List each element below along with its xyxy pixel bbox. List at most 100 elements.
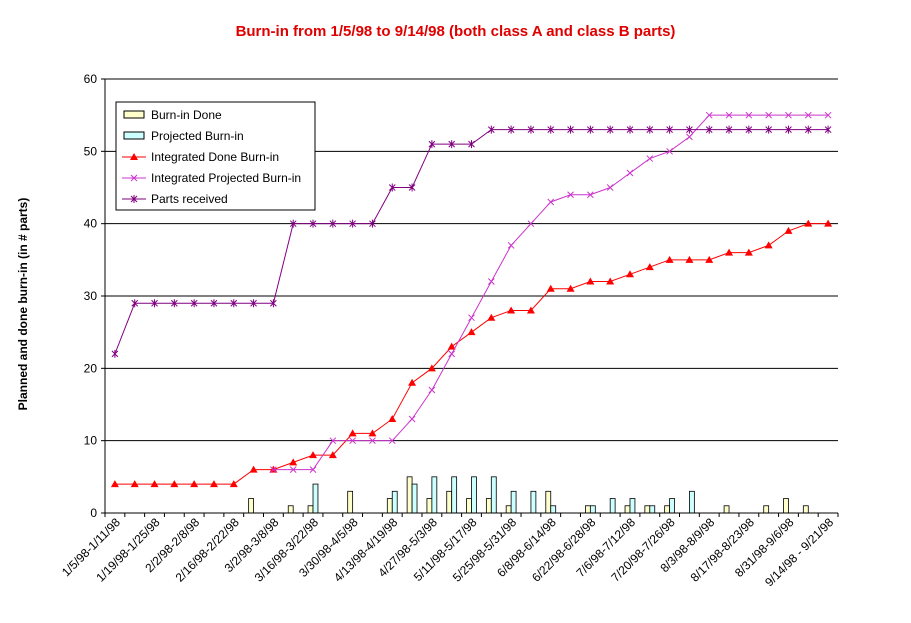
- bar-burn-in-done: [426, 498, 433, 514]
- legend-label-integrated-projected: Integrated Projected Burn-in: [151, 171, 301, 185]
- legend-swatch-projected-burn-in: [123, 131, 145, 140]
- point-integrated-done-burn-in: [645, 263, 654, 271]
- point-integrated-projected-burn-in: [448, 350, 456, 358]
- bar-burn-in-done: [307, 505, 314, 514]
- point-integrated-projected-burn-in: [547, 198, 555, 206]
- point-parts-received: [111, 349, 119, 358]
- point-integrated-projected-burn-in: [785, 111, 792, 119]
- point-integrated-done-burn-in: [705, 255, 714, 263]
- point-integrated-done-burn-in: [348, 429, 357, 437]
- bar-burn-in-done: [347, 490, 354, 514]
- point-integrated-done-burn-in: [249, 465, 258, 473]
- point-integrated-projected-burn-in: [646, 155, 654, 162]
- bar-projected-burn-in: [609, 498, 616, 514]
- point-parts-received: [507, 125, 515, 134]
- point-integrated-done-burn-in: [625, 270, 634, 278]
- point-integrated-projected-burn-in: [329, 437, 337, 445]
- point-integrated-done-burn-in: [427, 364, 436, 372]
- y-tick-label: 50: [84, 144, 98, 158]
- legend-marker-integrated-done: [130, 153, 138, 160]
- bar-projected-burn-in: [669, 498, 675, 514]
- point-integrated-done-burn-in: [309, 451, 318, 459]
- point-parts-received: [527, 125, 535, 134]
- legend-label-burn-in-done: Burn-in Done: [151, 108, 222, 122]
- bar-burn-in-done: [585, 505, 591, 514]
- point-parts-received: [250, 299, 257, 308]
- point-parts-received: [388, 183, 396, 192]
- bar-projected-burn-in: [550, 505, 557, 514]
- point-parts-received: [824, 125, 832, 134]
- point-parts-received: [131, 299, 139, 308]
- bar-burn-in-done: [287, 505, 294, 514]
- bar-projected-burn-in: [490, 476, 497, 514]
- point-integrated-done-burn-in: [388, 414, 397, 422]
- point-parts-received: [804, 125, 812, 134]
- axes: [101, 78, 839, 517]
- point-parts-received: [686, 125, 693, 134]
- y-tick-label: 30: [84, 289, 98, 303]
- point-integrated-projected-burn-in: [765, 111, 773, 119]
- point-parts-received: [369, 219, 376, 228]
- y-tick-label: 10: [84, 434, 98, 448]
- point-parts-received: [765, 125, 773, 134]
- point-parts-received: [547, 125, 555, 134]
- point-parts-received: [329, 219, 337, 228]
- point-integrated-done-burn-in: [328, 451, 337, 459]
- point-parts-received: [210, 299, 218, 308]
- point-integrated-done-burn-in: [289, 458, 298, 466]
- bar-projected-burn-in: [431, 476, 438, 514]
- bar-burn-in-done: [485, 498, 492, 514]
- y-tick-label: 60: [84, 72, 98, 86]
- point-parts-received: [785, 125, 792, 134]
- point-integrated-projected-burn-in: [349, 437, 356, 445]
- bar-projected-burn-in: [471, 476, 477, 514]
- legend-label-integrated-done: Integrated Done Burn-in: [151, 150, 279, 164]
- bar-projected-burn-in: [510, 490, 517, 514]
- point-integrated-done-burn-in: [487, 313, 496, 321]
- point-parts-received: [487, 125, 495, 134]
- point-integrated-projected-burn-in: [626, 169, 634, 177]
- point-integrated-done-burn-in: [784, 226, 793, 234]
- point-integrated-done-burn-in: [685, 255, 694, 263]
- point-integrated-done-burn-in: [566, 284, 575, 292]
- point-integrated-projected-burn-in: [686, 133, 693, 141]
- point-parts-received: [230, 299, 238, 308]
- point-integrated-projected-burn-in: [369, 437, 376, 445]
- point-integrated-projected-burn-in: [587, 191, 594, 199]
- bar-series: [248, 476, 809, 514]
- bar-burn-in-done: [763, 505, 770, 514]
- y-tick-label: 0: [90, 506, 97, 520]
- point-parts-received: [309, 219, 317, 228]
- point-integrated-done-burn-in: [150, 480, 159, 488]
- point-integrated-done-burn-in: [824, 219, 833, 227]
- bar-burn-in-done: [248, 498, 254, 514]
- bar-projected-burn-in: [391, 490, 398, 514]
- bar-burn-in-done: [644, 505, 651, 514]
- point-integrated-done-burn-in: [665, 255, 674, 263]
- point-integrated-projected-burn-in: [725, 111, 733, 119]
- point-parts-received: [289, 219, 297, 228]
- legend-marker-parts-received: [130, 195, 138, 203]
- point-integrated-projected-burn-in: [309, 466, 317, 473]
- bar-projected-burn-in: [629, 498, 636, 514]
- point-parts-received: [705, 125, 713, 134]
- bar-burn-in-done: [664, 505, 671, 514]
- gridlines: [105, 78, 838, 442]
- point-parts-received: [349, 219, 356, 228]
- point-integrated-done-burn-in: [209, 480, 218, 488]
- bar-burn-in-done: [802, 505, 809, 514]
- point-parts-received: [270, 299, 277, 308]
- legend-label-projected-burn-in: Projected Burn-in: [151, 129, 244, 143]
- bar-burn-in-done: [783, 498, 789, 514]
- point-integrated-done-burn-in: [408, 378, 417, 386]
- line-series: [110, 111, 833, 488]
- bar-burn-in-done: [446, 490, 453, 514]
- bar-projected-burn-in: [411, 483, 418, 514]
- bar-burn-in-done: [723, 505, 730, 514]
- y-tick-label: 20: [84, 361, 98, 375]
- point-integrated-done-burn-in: [526, 306, 535, 314]
- legend: Burn-in Done Projected Burn-in Integrate…: [115, 101, 316, 211]
- point-integrated-projected-burn-in: [666, 147, 673, 155]
- bar-burn-in-done: [406, 476, 413, 514]
